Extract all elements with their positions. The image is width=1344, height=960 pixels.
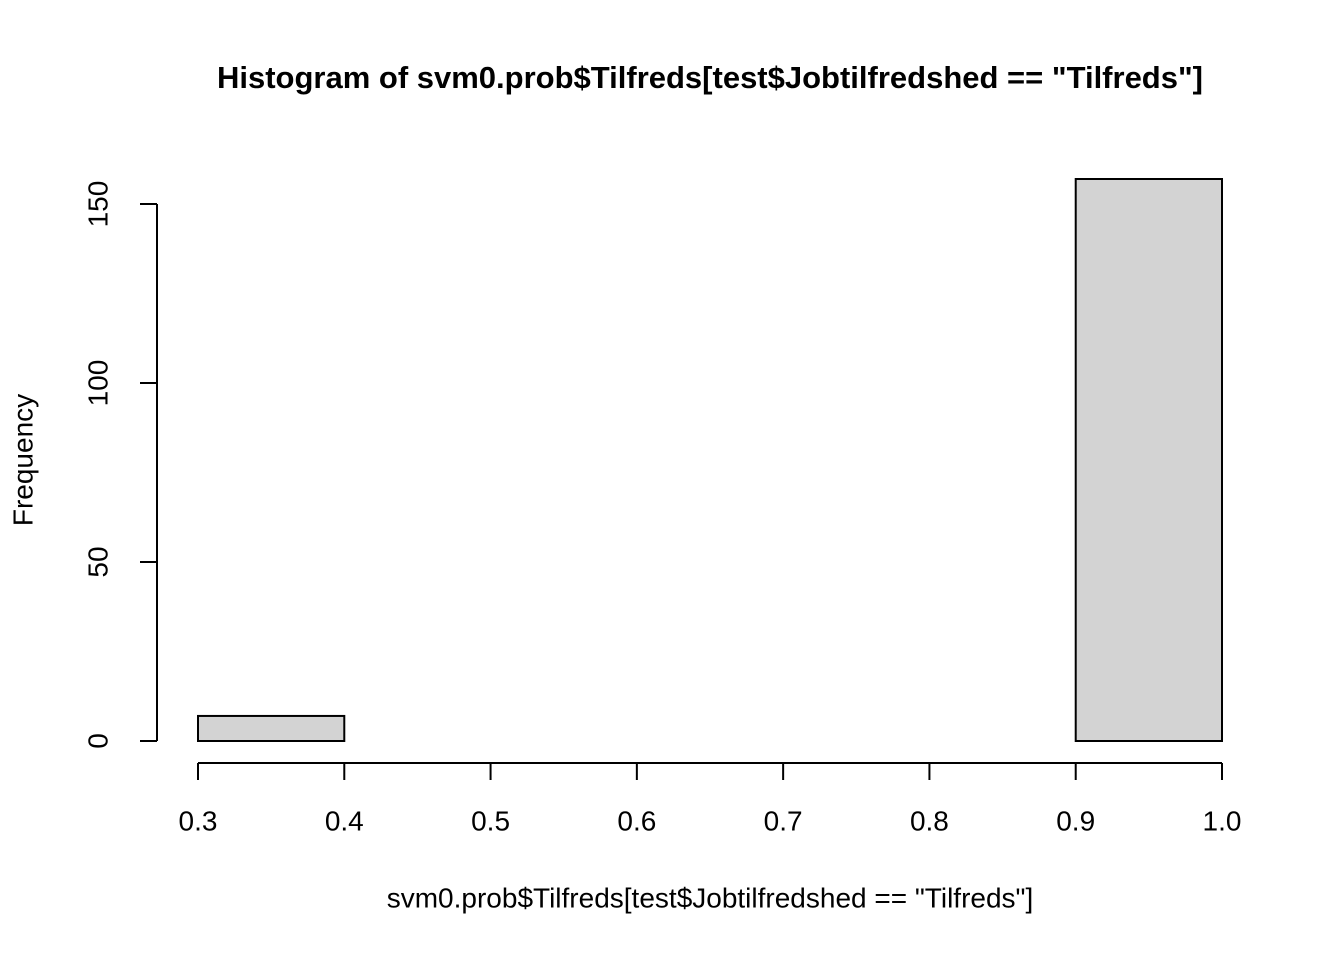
bar — [197, 714, 346, 743]
y-tick-label: 50 — [82, 546, 113, 577]
x-tick-label: 0.6 — [617, 805, 656, 836]
y-tick-label: 150 — [82, 181, 113, 228]
x-tick-label: 1.0 — [1203, 805, 1242, 836]
x-tick-label: 0.9 — [1056, 805, 1095, 836]
y-tick-label: 0 — [82, 733, 113, 749]
x-tick-label: 0.7 — [764, 805, 803, 836]
x-tick-label: 0.3 — [179, 805, 218, 836]
x-axis-label: svm0.prob$Tilfreds[test$Jobtilfredshed =… — [387, 882, 1034, 913]
x-tick-label: 0.8 — [910, 805, 949, 836]
y-axis-label: Frequency — [7, 394, 38, 526]
x-tick-label: 0.4 — [325, 805, 364, 836]
chart-title: Histogram of svm0.prob$Tilfreds[test$Job… — [217, 60, 1203, 95]
y-tick-label: 100 — [82, 360, 113, 407]
bar — [1074, 178, 1223, 742]
x-tick-label: 0.5 — [471, 805, 510, 836]
